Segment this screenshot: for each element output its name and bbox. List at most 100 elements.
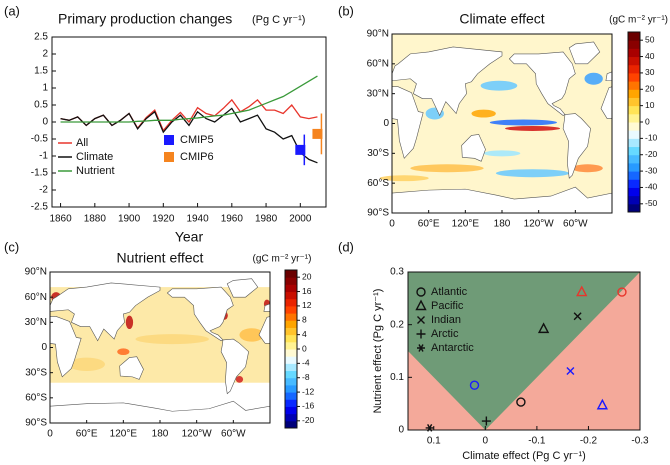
point	[566, 367, 575, 376]
x-tick-label: 180	[494, 219, 511, 230]
y-tick-label: -2.5	[31, 202, 49, 213]
colorbar-cell	[285, 370, 297, 379]
land	[391, 46, 503, 117]
legend-label: Pacific	[431, 300, 464, 312]
colorbar-cell	[285, 284, 297, 293]
colorbar-cell	[628, 187, 640, 197]
colorbar-tick-label: 4	[302, 329, 307, 339]
colorbar-cell	[285, 420, 297, 429]
colorbar-cell	[285, 363, 297, 372]
y-tick-label: 90°N	[25, 267, 47, 278]
field-blob	[480, 80, 518, 91]
y-tick-label: 0	[41, 342, 47, 353]
point	[617, 287, 627, 297]
field-blob	[584, 72, 603, 85]
colorbar-cell	[285, 334, 297, 343]
legend-swatch	[164, 135, 174, 145]
low-field	[50, 272, 270, 288]
colorbar-tick-label: 20	[302, 271, 312, 281]
model-marker	[312, 128, 323, 139]
y-axis-title: Nutrient effect (Pg C yr⁻¹)	[372, 289, 384, 414]
legend-symbol	[416, 329, 426, 339]
colorbar-cell	[628, 56, 640, 66]
x-tick-label: 1980	[255, 214, 278, 225]
colorbar-cell	[285, 270, 297, 278]
land	[568, 41, 601, 65]
y-tick-label: 0.2	[390, 319, 404, 330]
colorbar-cell	[285, 349, 297, 357]
field-blob	[117, 348, 130, 356]
y-tick-label: 0.5	[34, 100, 48, 111]
x-tick-label: 0	[389, 219, 395, 230]
colorbar-cell	[285, 305, 297, 314]
colorbar-cell	[628, 113, 640, 123]
legend-label: CMIP6	[180, 151, 214, 163]
y-tick-label: -1	[39, 151, 48, 162]
x-tick-label: 60°E	[418, 219, 440, 230]
colorbar-cell	[285, 298, 297, 307]
colorbar-tick-label: 20	[645, 84, 655, 94]
colorbar-tick-label: 50	[645, 34, 655, 44]
legend-swatch	[164, 152, 174, 162]
colorbar-tick-label: 40	[645, 51, 655, 61]
colorbar-tick-label: -40	[645, 182, 658, 192]
point	[576, 285, 588, 297]
x-tick-label: 1860	[49, 214, 72, 225]
x-tick-label: 60°W	[563, 219, 588, 230]
colorbar-cell	[628, 40, 640, 49]
x-tick-label: 60°E	[76, 429, 98, 440]
colorbar-cell	[628, 130, 640, 139]
y-tick-label: 30°N	[367, 88, 389, 99]
x-tick-label: 120°E	[452, 219, 480, 230]
point	[537, 322, 550, 334]
x-tick-label: 1880	[84, 214, 107, 225]
legend-symbol	[416, 287, 426, 297]
land	[49, 282, 161, 342]
colorbar-cell	[628, 32, 640, 41]
land	[119, 356, 144, 380]
land	[508, 51, 576, 116]
colorbar-cell	[628, 81, 640, 90]
field-blob	[68, 357, 105, 371]
land	[49, 316, 82, 378]
units: (Pg C yr⁻¹)	[252, 14, 305, 26]
colorbar-cell	[285, 356, 297, 364]
colorbar-cell	[285, 399, 297, 407]
legend-symbol	[415, 299, 427, 311]
colorbar-tick-label: 16	[302, 286, 312, 296]
colorbar-cell	[628, 64, 640, 74]
x-tick-label: 0	[483, 436, 489, 447]
y-tick-label: 0	[42, 117, 48, 128]
y-tick-label: 60°N	[367, 58, 389, 69]
colorbar-cell	[628, 122, 640, 131]
colorbar-cell	[628, 89, 640, 98]
panel-label: (c)	[4, 239, 19, 254]
x-tick-label: 0.1	[427, 436, 441, 447]
field-blob	[135, 334, 209, 345]
colorbar-cell	[628, 179, 640, 188]
y-tick-label: 30°N	[25, 317, 47, 328]
x-tick-label: 0	[47, 429, 53, 440]
land	[562, 113, 591, 179]
x-tick-label: 180	[152, 429, 169, 440]
colorbar-cell	[628, 138, 640, 148]
y-tick-label: 90°S	[367, 208, 389, 219]
colorbar-tick-label: -30	[645, 165, 658, 175]
colorbar-title: (gC m⁻² yr⁻¹)	[609, 15, 668, 26]
colorbar-tick-label: -8	[302, 372, 310, 382]
y-tick-label: 2.5	[34, 32, 48, 43]
x-tick-label: 1960	[221, 214, 244, 225]
y-tick-label: 0.1	[390, 372, 404, 383]
colorbar-cell	[285, 377, 297, 386]
colorbar-cell	[628, 97, 640, 107]
colorbar-cell	[628, 48, 640, 58]
land	[220, 338, 249, 395]
colorbar-cell	[628, 154, 640, 164]
legend-label: All	[76, 137, 88, 149]
field-blob	[235, 376, 244, 383]
colorbar-cell	[628, 72, 640, 82]
y-tick-label: 30°S	[25, 367, 47, 378]
land	[226, 278, 259, 298]
y-tick-label: 1.5	[34, 66, 48, 77]
